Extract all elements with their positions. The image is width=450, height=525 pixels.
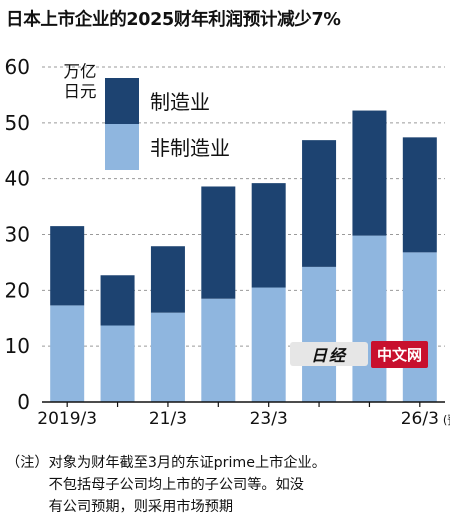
bar-segment xyxy=(201,298,236,402)
legend-swatch xyxy=(105,124,139,170)
x-tick-label: 2019/3 xyxy=(37,409,97,429)
bar-segment xyxy=(302,266,337,402)
bar-segment xyxy=(251,183,286,288)
watermark-text: 中文网 xyxy=(371,340,429,368)
bar-segment xyxy=(352,235,387,402)
bar-segment xyxy=(150,246,185,313)
bar-segment xyxy=(100,325,135,402)
y-unit-label: 日元 xyxy=(64,82,97,101)
y-tick-label: 50 xyxy=(5,111,30,135)
bar-segment xyxy=(201,186,236,299)
bar-segment xyxy=(100,275,135,326)
y-unit-label: 万亿 xyxy=(64,62,97,81)
nikkei-logo: 日经 xyxy=(290,342,368,366)
legend-label: 非制造业 xyxy=(150,136,230,160)
legend-label: 制造业 xyxy=(150,90,210,114)
legend-swatch xyxy=(105,78,139,124)
chart-title: 日本上市企业的2025财年利润预计减少7% xyxy=(6,10,341,30)
bar-segment xyxy=(302,140,337,267)
footnote: （注）对象为财年截至3月的东证prime上市企业。 不包括母子公司均上市的子公司… xyxy=(6,452,446,518)
y-tick-label: 20 xyxy=(5,278,30,302)
footnote-line: 有公司预期，则采用市场预期 xyxy=(6,499,234,515)
x-tick-label: 26/3 xyxy=(401,409,439,429)
y-tick-label: 40 xyxy=(5,167,30,191)
bar-segment xyxy=(150,312,185,402)
footnote-line: 不包括母子公司均上市的子公司等。如没 xyxy=(6,477,304,493)
bar-segment xyxy=(402,137,437,253)
y-tick-label: 30 xyxy=(5,223,30,247)
y-tick-label: 0 xyxy=(17,390,30,414)
watermark: 日经 中文网 xyxy=(290,340,429,368)
bar-segment xyxy=(50,226,85,306)
footnote-line: （注）对象为财年截至3月的东证prime上市企业。 xyxy=(6,455,326,471)
y-tick-label: 10 xyxy=(5,334,30,358)
bar-segment xyxy=(402,252,437,402)
bar-segment xyxy=(352,110,387,236)
y-tick-label: 60 xyxy=(5,55,30,79)
x-tick-note: (预计) xyxy=(443,413,450,427)
bar-segment xyxy=(251,287,286,402)
x-tick-label: 21/3 xyxy=(149,409,187,429)
x-tick-label: 23/3 xyxy=(250,409,288,429)
bar-segment xyxy=(50,305,85,402)
